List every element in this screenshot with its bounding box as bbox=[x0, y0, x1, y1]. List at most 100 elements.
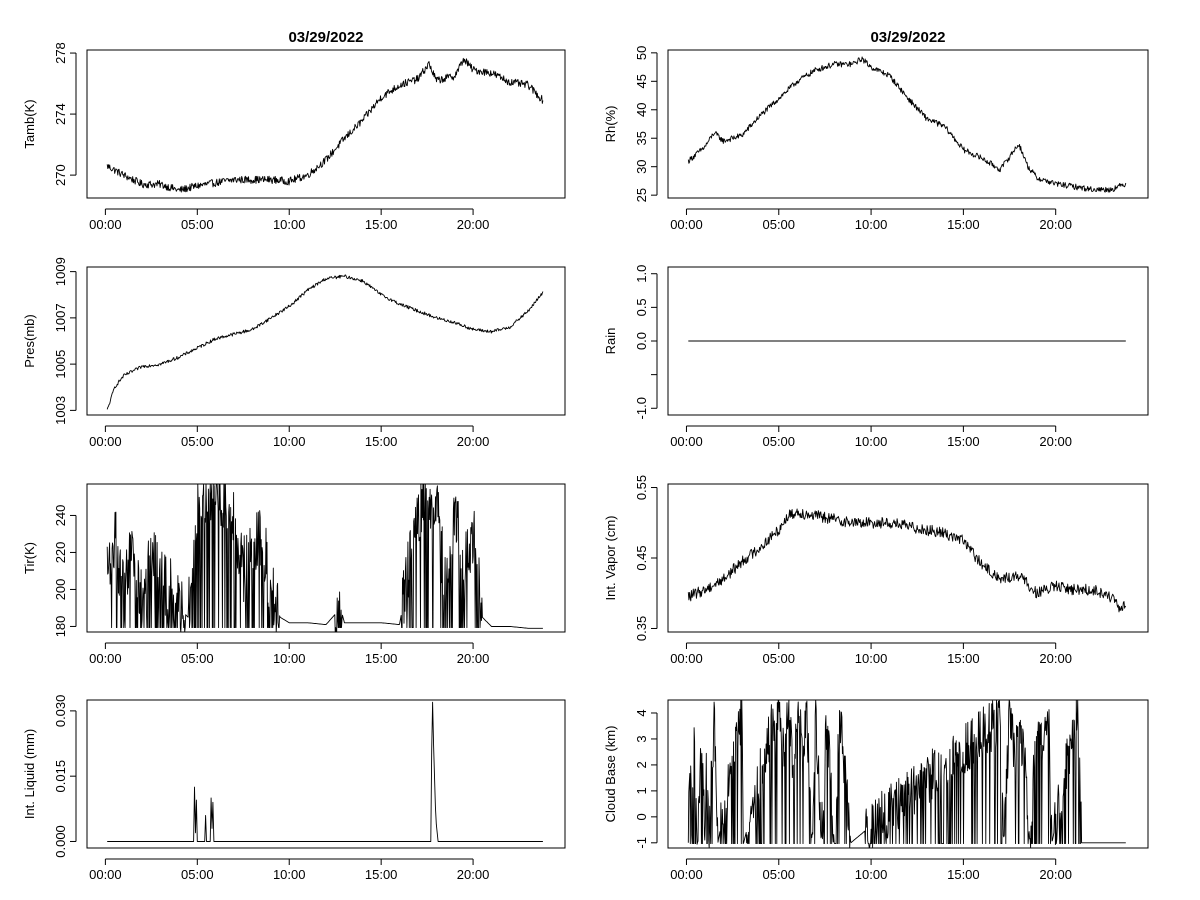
plot-frame bbox=[667, 699, 1149, 849]
y-axis-label: Rain bbox=[603, 328, 618, 355]
y-tick-label: -1.0 bbox=[634, 397, 649, 419]
plot-frame bbox=[667, 49, 1149, 199]
series-line-liquid bbox=[107, 701, 543, 842]
series-line-tamb bbox=[106, 57, 544, 193]
x-tick-label: 05:00 bbox=[762, 651, 795, 666]
x-tick-label: 00:00 bbox=[89, 434, 122, 449]
series-line-tir bbox=[106, 483, 543, 633]
x-tick-label: 00:00 bbox=[89, 217, 122, 232]
x-tick-label: 10:00 bbox=[273, 434, 306, 449]
panel-vapor: 00:00 05:00 10:00 15:00 20:00 0.35 0.45 0.55 Int… bbox=[603, 475, 1149, 666]
y-axis-label: Tamb(K) bbox=[22, 99, 37, 148]
x-tick-label: 10:00 bbox=[855, 651, 888, 666]
x-tick-label: 15:00 bbox=[365, 434, 398, 449]
plot-frame bbox=[667, 266, 1149, 416]
panels: 03/29/2022 00:00 05:00 10:00 15:00 20:00 270 27… bbox=[22, 29, 1149, 882]
panel-cbase: 00:00 05:00 10:00 15:00 20:00 -1 0 1 2 3 4 Cloud Ba… bbox=[603, 699, 1149, 882]
panel-rain: 00:00 05:00 10:00 15:00 20:00 -1.0 0.0 0.5 1.0 Ra… bbox=[603, 265, 1149, 449]
x-tick-label: 20:00 bbox=[457, 217, 490, 232]
y-axis-label: Tir(K) bbox=[22, 542, 37, 574]
y-tick-label: 1009 bbox=[53, 257, 68, 286]
panel-liquid: 00:00 05:00 10:00 15:00 20:00 0.000 0.015 0.030… bbox=[22, 695, 566, 882]
series-line-pres bbox=[106, 274, 544, 410]
x-tick-label: 15:00 bbox=[947, 434, 980, 449]
x-tick-label: 20:00 bbox=[457, 651, 490, 666]
y-axis-label: Rh(%) bbox=[603, 106, 618, 143]
y-tick-label: 4 bbox=[634, 709, 649, 716]
y-tick-label: 278 bbox=[53, 42, 68, 64]
y-tick-label: 40 bbox=[634, 103, 649, 117]
x-tick-label: 00:00 bbox=[89, 651, 122, 666]
y-tick-label: 240 bbox=[53, 505, 68, 527]
x-tick-label: 00:00 bbox=[670, 651, 703, 666]
y-tick-label: 0.0 bbox=[634, 332, 649, 350]
y-tick-label: 1007 bbox=[53, 303, 68, 332]
y-tick-label: 1003 bbox=[53, 396, 68, 425]
x-tick-label: 15:00 bbox=[365, 651, 398, 666]
y-tick-label: 3 bbox=[634, 735, 649, 742]
plot-frame bbox=[86, 49, 566, 199]
y-tick-label: 0.45 bbox=[634, 545, 649, 570]
y-axis-label: Pres(mb) bbox=[22, 314, 37, 367]
x-tick-label: 20:00 bbox=[457, 434, 490, 449]
x-tick-label: 00:00 bbox=[670, 867, 703, 882]
y-tick-label: 270 bbox=[53, 164, 68, 186]
x-tick-label: 10:00 bbox=[273, 867, 306, 882]
x-tick-label: 00:00 bbox=[670, 434, 703, 449]
y-tick-label: 30 bbox=[634, 159, 649, 173]
y-tick-label: 0 bbox=[634, 813, 649, 820]
y-tick-label: 0.5 bbox=[634, 298, 649, 316]
y-tick-label: 50 bbox=[634, 46, 649, 60]
y-tick-label: 0.015 bbox=[53, 760, 68, 793]
chart-title: 03/29/2022 bbox=[870, 29, 945, 46]
y-tick-label: 220 bbox=[53, 542, 68, 564]
series-line-cbase bbox=[687, 699, 1126, 849]
y-tick-label: 0.000 bbox=[53, 825, 68, 858]
x-tick-label: 05:00 bbox=[762, 217, 795, 232]
x-tick-label: 10:00 bbox=[855, 217, 888, 232]
series-line-rh bbox=[687, 56, 1127, 193]
plot-frame bbox=[86, 483, 566, 633]
x-tick-label: 05:00 bbox=[181, 867, 214, 882]
chart-title: 03/29/2022 bbox=[288, 29, 363, 46]
y-tick-label: -1 bbox=[634, 837, 649, 849]
x-tick-label: 00:00 bbox=[89, 867, 122, 882]
x-tick-label: 10:00 bbox=[855, 434, 888, 449]
y-axis-label: Cloud Base (km) bbox=[603, 726, 618, 823]
y-tick-label: 200 bbox=[53, 579, 68, 601]
panel-rh: 03/29/2022 00:00 05:00 10:00 15:00 20:00 25 30 3… bbox=[603, 29, 1149, 232]
x-tick-label: 20:00 bbox=[1039, 434, 1072, 449]
panel-pres: 00:00 05:00 10:00 15:00 20:00 1003 1005 1007 100… bbox=[22, 257, 566, 449]
x-tick-label: 05:00 bbox=[762, 867, 795, 882]
x-tick-label: 15:00 bbox=[947, 651, 980, 666]
y-tick-label: 274 bbox=[53, 103, 68, 125]
x-tick-label: 10:00 bbox=[855, 867, 888, 882]
x-tick-label: 00:00 bbox=[670, 217, 703, 232]
x-tick-label: 20:00 bbox=[1039, 217, 1072, 232]
x-tick-label: 10:00 bbox=[273, 217, 306, 232]
panel-tamb: 03/29/2022 00:00 05:00 10:00 15:00 20:00 270 27… bbox=[22, 29, 566, 232]
plot-frame bbox=[86, 266, 566, 416]
x-tick-label: 20:00 bbox=[1039, 651, 1072, 666]
x-tick-label: 20:00 bbox=[1039, 867, 1072, 882]
y-tick-label: 1 bbox=[634, 787, 649, 794]
y-tick-label: 1.0 bbox=[634, 265, 649, 283]
x-tick-label: 10:00 bbox=[273, 651, 306, 666]
y-tick-label: 0.35 bbox=[634, 616, 649, 641]
y-tick-label: 180 bbox=[53, 616, 68, 638]
plot-frame bbox=[667, 483, 1149, 633]
y-tick-label: 0.030 bbox=[53, 695, 68, 728]
y-tick-label: 0.55 bbox=[634, 475, 649, 500]
x-tick-label: 05:00 bbox=[181, 651, 214, 666]
x-tick-label: 15:00 bbox=[947, 867, 980, 882]
y-tick-label: 2 bbox=[634, 761, 649, 768]
panel-tir: 00:00 05:00 10:00 15:00 20:00 180 200 220 240 Tir… bbox=[22, 483, 566, 666]
x-tick-label: 20:00 bbox=[457, 867, 490, 882]
y-tick-label: 45 bbox=[634, 74, 649, 88]
x-tick-label: 15:00 bbox=[365, 867, 398, 882]
x-tick-label: 05:00 bbox=[762, 434, 795, 449]
plot-frame bbox=[86, 699, 566, 849]
y-tick-label: 1005 bbox=[53, 350, 68, 379]
